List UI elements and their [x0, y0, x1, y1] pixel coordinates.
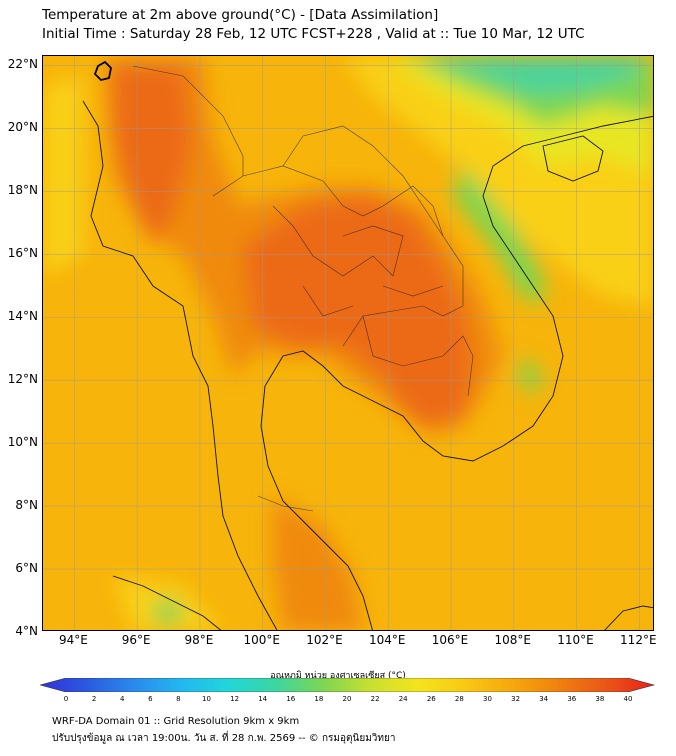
coastline-hainan: [542, 135, 604, 182]
border-thailand: [212, 165, 464, 347]
latitude-label: 4°N: [15, 624, 38, 638]
footer-update-info: ปรับปรุงข้อมูล ณ เวลา 19:00น. วัน ส. ที่…: [52, 733, 396, 744]
border-malaysia: [257, 495, 314, 512]
colorbar-tick-label: 4: [119, 695, 125, 703]
chart-title: Temperature at 2m above ground(°C) - [Da…: [42, 7, 439, 23]
graticule: [43, 56, 653, 630]
colorbar-tick-label: 26: [426, 695, 436, 703]
teal-zone-north: [423, 56, 643, 96]
mild-zone-west: [43, 76, 83, 276]
hot-zone-myanmar: [113, 66, 193, 246]
coastlines: [82, 100, 653, 630]
colorbar-tick-label: 10: [202, 695, 211, 703]
colorbar-tick-label: 18: [314, 695, 324, 703]
latitude-label: 22°N: [7, 57, 38, 72]
longitude-label: 104°E: [368, 633, 406, 647]
border-myanmar: [132, 65, 244, 176]
green-zone-malaysia: [153, 601, 183, 626]
colorbar-tick-label: 12: [230, 695, 240, 703]
colorbar-tick-label: 22: [370, 695, 380, 703]
colorbar-tick-label: 6: [148, 695, 153, 703]
longitude-label: 98°E: [184, 633, 214, 647]
latitude-label: 8°N: [15, 498, 38, 513]
coastline-sumatra: [112, 575, 222, 630]
latitude-label: 6°N: [15, 561, 38, 576]
colorbar-tick-label: 20: [342, 695, 352, 703]
colorbar-tick-label: 32: [511, 695, 521, 703]
colorbar-tick-label: 38: [595, 695, 605, 703]
colorbar-tick-label: 2: [91, 695, 97, 703]
colorbar-tick-label: 14: [258, 695, 268, 703]
colorbar-tick-label: 36: [567, 695, 577, 703]
latitude-label: 18°N: [7, 183, 38, 198]
longitude-label: 108°E: [494, 633, 532, 647]
coastline-peninsula-east: [260, 115, 653, 630]
colorbar-tick-label: 34: [539, 695, 549, 703]
border-provinces: [272, 205, 444, 317]
longitude-label: 106°E: [431, 633, 469, 647]
coastline-mainland: [82, 100, 278, 630]
contour-40: [93, 60, 112, 81]
hot-zone-cambodia: [373, 336, 473, 426]
temperature-map: [42, 55, 654, 631]
latitude-label: 16°N: [7, 246, 38, 261]
border-laos: [282, 125, 444, 237]
latitude-label: 14°N: [7, 309, 38, 324]
colorbar-tick-label: 40: [623, 695, 633, 703]
warm-zone-peninsula: [273, 496, 363, 630]
latitude-label: 12°N: [7, 372, 38, 387]
latitude-label: 20°N: [7, 120, 38, 135]
colorbar-bar: [40, 678, 656, 692]
temperature-field: [43, 56, 653, 630]
longitude-label: 110°E: [557, 633, 594, 647]
longitude-label: 112°E: [620, 633, 657, 647]
chart-subtitle: Initial Time : Saturday 28 Feb, 12 UTC F…: [42, 26, 585, 42]
map-canvas: [43, 56, 653, 630]
colorbar-title: อุณหภูมิ หน่วย องศาเซลเซียส (°C): [270, 671, 406, 681]
longitude-label: 96°E: [121, 633, 151, 647]
colorbar: [40, 678, 656, 692]
footer-domain-info: WRF-DA Domain 01 :: Grid Resolution 9km …: [52, 716, 300, 727]
colorbar-tick-label: 28: [454, 695, 464, 703]
colorbar-tick-label: 8: [176, 695, 181, 703]
borders: [132, 65, 474, 512]
longitude-label: 102°E: [306, 633, 343, 647]
colorbar-tick-label: 24: [398, 695, 408, 703]
longitude-label: 100°E: [243, 633, 280, 647]
border-cambodia: [362, 315, 474, 397]
green-zone-coast: [453, 166, 543, 306]
colorbar-tick-label: 0: [63, 695, 69, 703]
coastline-borneo-tip: [604, 605, 653, 630]
longitude-label: 94°E: [58, 633, 88, 647]
latitude-label: 10°N: [7, 435, 38, 450]
green-zone-south-vn: [518, 356, 543, 396]
colorbar-tick-label: 16: [286, 695, 296, 703]
colorbar-tick-label: 30: [483, 695, 492, 703]
